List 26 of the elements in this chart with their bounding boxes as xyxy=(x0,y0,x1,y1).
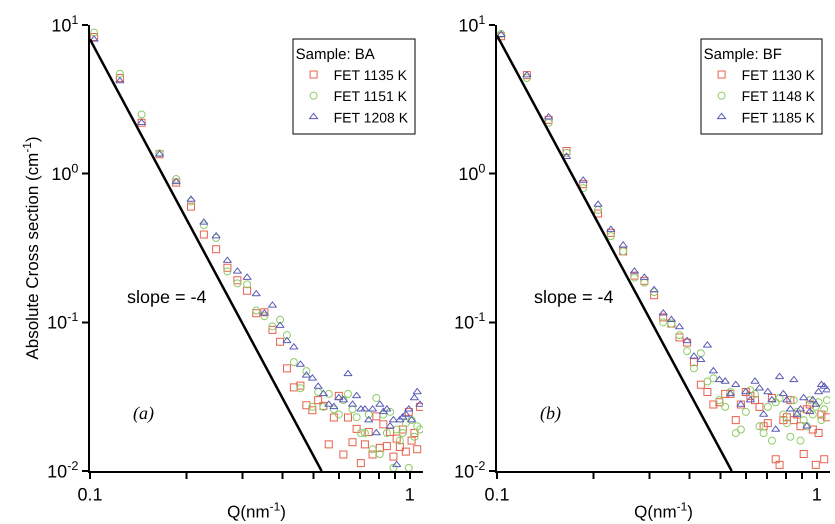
annotation: (a) xyxy=(133,403,154,423)
legend-label: FET 1185 K xyxy=(742,109,816,126)
annotation: (b) xyxy=(540,403,561,423)
y-tick-label: 10$^{0}$ xyxy=(458,161,486,184)
y-tick-label: 10$^{-2}$ xyxy=(47,458,78,482)
legend-title: Sample: BA xyxy=(296,46,375,63)
x-tick-label: 0.1 xyxy=(484,484,510,505)
x-tick-label: 1 xyxy=(404,484,415,505)
legend-label: FET 1148 K xyxy=(742,88,816,104)
legend-label: FET 1208 K xyxy=(334,109,409,126)
x-axis-title: Q(nm$^{-1}$) xyxy=(227,499,286,522)
x-tick-label: 1 xyxy=(812,484,822,505)
legend-title: Sample: BF xyxy=(704,46,782,63)
x-tick-label: 0.1 xyxy=(77,484,103,505)
y-tick-label: 10$^{-1}$ xyxy=(454,310,486,333)
annotation: slope = -4 xyxy=(127,287,207,307)
y-tick-label: 10$^{0}$ xyxy=(51,161,78,184)
y-tick-label: 10$^{1}$ xyxy=(51,12,78,36)
legend-label: FET 1135 K xyxy=(334,66,408,83)
legend-label: FET 1151 K xyxy=(334,88,408,104)
y-tick-label: 10$^{-2}$ xyxy=(454,458,486,482)
legend-label: FET 1130 K xyxy=(742,66,816,83)
y-tick-label: 10$^{-1}$ xyxy=(47,310,78,333)
x-axis-title: Q(nm$^{-1}$) xyxy=(634,499,693,522)
annotation: slope = -4 xyxy=(534,287,614,307)
y-tick-label: 10$^{1}$ xyxy=(458,12,486,36)
